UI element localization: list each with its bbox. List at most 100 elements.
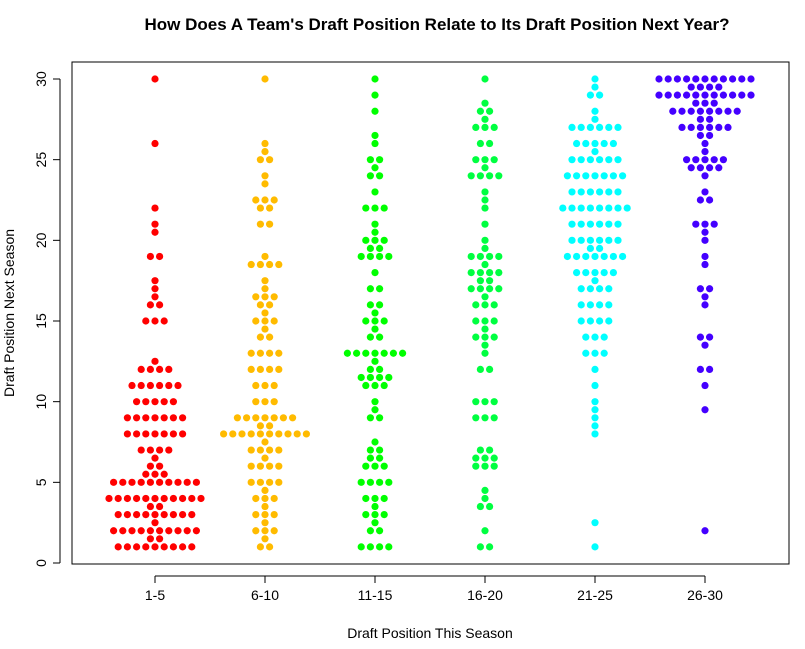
data-point-11-15 xyxy=(343,349,351,357)
data-point-16-20 xyxy=(481,99,489,107)
data-point-11-15 xyxy=(376,527,384,535)
data-point-21-25 xyxy=(582,333,590,341)
data-point-1-5 xyxy=(179,430,187,438)
data-point-6-10 xyxy=(261,139,269,148)
data-point-26-30 xyxy=(706,131,714,140)
data-point-26-30 xyxy=(696,107,705,115)
data-point-21-25 xyxy=(596,204,604,212)
data-point-6-10 xyxy=(261,527,269,535)
data-point-11-15 xyxy=(371,164,379,172)
data-point-16-20 xyxy=(481,462,489,470)
data-point-1-5 xyxy=(114,543,122,551)
data-point-21-25 xyxy=(591,543,599,551)
y-tick-label: 10 xyxy=(33,394,49,410)
data-point-1-5 xyxy=(114,494,122,503)
data-point-16-20 xyxy=(481,486,489,494)
data-point-1-5 xyxy=(197,494,205,503)
data-point-1-5 xyxy=(146,527,154,535)
data-point-6-10 xyxy=(247,349,255,357)
data-point-26-30 xyxy=(701,236,709,244)
data-point-1-5 xyxy=(142,317,150,325)
data-point-26-30 xyxy=(706,115,714,123)
data-point-26-30 xyxy=(715,123,723,131)
data-point-11-15 xyxy=(385,478,393,486)
data-point-1-5 xyxy=(160,430,168,438)
data-point-26-30 xyxy=(710,91,718,99)
data-point-6-10 xyxy=(247,478,255,486)
data-point-6-10 xyxy=(261,414,269,422)
data-point-21-25 xyxy=(568,204,576,212)
data-point-6-10 xyxy=(279,414,287,422)
data-point-21-25 xyxy=(582,172,590,180)
data-point-1-5 xyxy=(151,543,159,551)
data-point-26-30 xyxy=(733,107,741,115)
data-point-26-30 xyxy=(710,220,718,228)
data-point-6-10 xyxy=(261,180,269,188)
data-point-6-10 xyxy=(261,519,269,527)
data-point-16-20 xyxy=(490,156,498,164)
x-tick-label: 26-30 xyxy=(687,587,723,603)
data-point-16-20 xyxy=(476,139,484,148)
data-point-21-25 xyxy=(605,236,613,244)
data-point-1-5 xyxy=(133,543,141,551)
data-point-1-5 xyxy=(151,293,159,301)
data-point-21-25 xyxy=(573,269,581,277)
data-point-11-15 xyxy=(371,188,379,196)
data-point-6-10 xyxy=(256,301,264,309)
data-point-1-5 xyxy=(169,510,177,519)
data-point-16-20 xyxy=(486,285,494,293)
data-point-16-20 xyxy=(481,454,489,462)
data-point-11-15 xyxy=(376,543,384,551)
data-point-26-30 xyxy=(747,91,755,99)
data-point-26-30 xyxy=(701,341,709,349)
data-point-6-10 xyxy=(275,260,283,269)
data-point-11-15 xyxy=(366,244,374,252)
data-point-1-5 xyxy=(179,510,187,519)
data-point-11-15 xyxy=(371,510,379,519)
data-point-11-15 xyxy=(366,285,374,293)
data-point-6-10 xyxy=(261,494,269,503)
x-axis: 1-5 6-10 11-15 16-20 21-25 26-30 xyxy=(145,575,723,603)
data-point-1-5 xyxy=(183,478,191,486)
data-point-16-20 xyxy=(467,269,475,277)
data-point-11-15 xyxy=(399,349,407,357)
data-point-16-20 xyxy=(481,156,489,164)
data-point-21-25 xyxy=(586,204,595,212)
data-point-1-5 xyxy=(156,381,164,390)
data-point-21-25 xyxy=(591,422,599,430)
data-point-21-25 xyxy=(605,156,613,164)
data-point-26-30 xyxy=(692,99,700,107)
data-point-26-30 xyxy=(664,75,672,83)
data-point-6-10 xyxy=(261,398,269,406)
data-point-1-5 xyxy=(146,381,154,390)
data-point-11-15 xyxy=(362,381,370,390)
y-tick-label: 0 xyxy=(33,559,49,567)
data-point-26-30 xyxy=(687,164,695,172)
data-point-16-20 xyxy=(490,462,498,470)
data-point-26-30 xyxy=(701,228,709,236)
data-point-11-15 xyxy=(366,414,374,422)
data-point-11-15 xyxy=(371,462,379,470)
data-point-16-20 xyxy=(481,301,489,309)
data-point-11-15 xyxy=(371,494,379,503)
data-point-1-5 xyxy=(169,430,177,438)
data-point-6-10 xyxy=(270,381,278,390)
data-point-11-15 xyxy=(357,478,365,486)
data-point-21-25 xyxy=(623,204,631,212)
data-point-1-5 xyxy=(165,365,173,373)
data-point-21-25 xyxy=(596,220,604,228)
data-point-11-15 xyxy=(376,414,384,422)
data-point-6-10 xyxy=(261,196,269,204)
data-point-21-25 xyxy=(619,252,627,261)
data-point-6-10 xyxy=(247,260,255,269)
data-point-6-10 xyxy=(247,462,255,470)
data-point-1-5 xyxy=(156,446,164,454)
data-point-16-20 xyxy=(476,502,484,511)
data-point-11-15 xyxy=(385,373,393,382)
data-point-11-15 xyxy=(371,317,379,325)
data-point-26-30 xyxy=(701,293,709,301)
data-point-6-10 xyxy=(266,365,274,373)
data-point-6-10 xyxy=(252,494,260,503)
data-point-6-10 xyxy=(256,430,264,438)
data-point-21-25 xyxy=(573,252,581,261)
